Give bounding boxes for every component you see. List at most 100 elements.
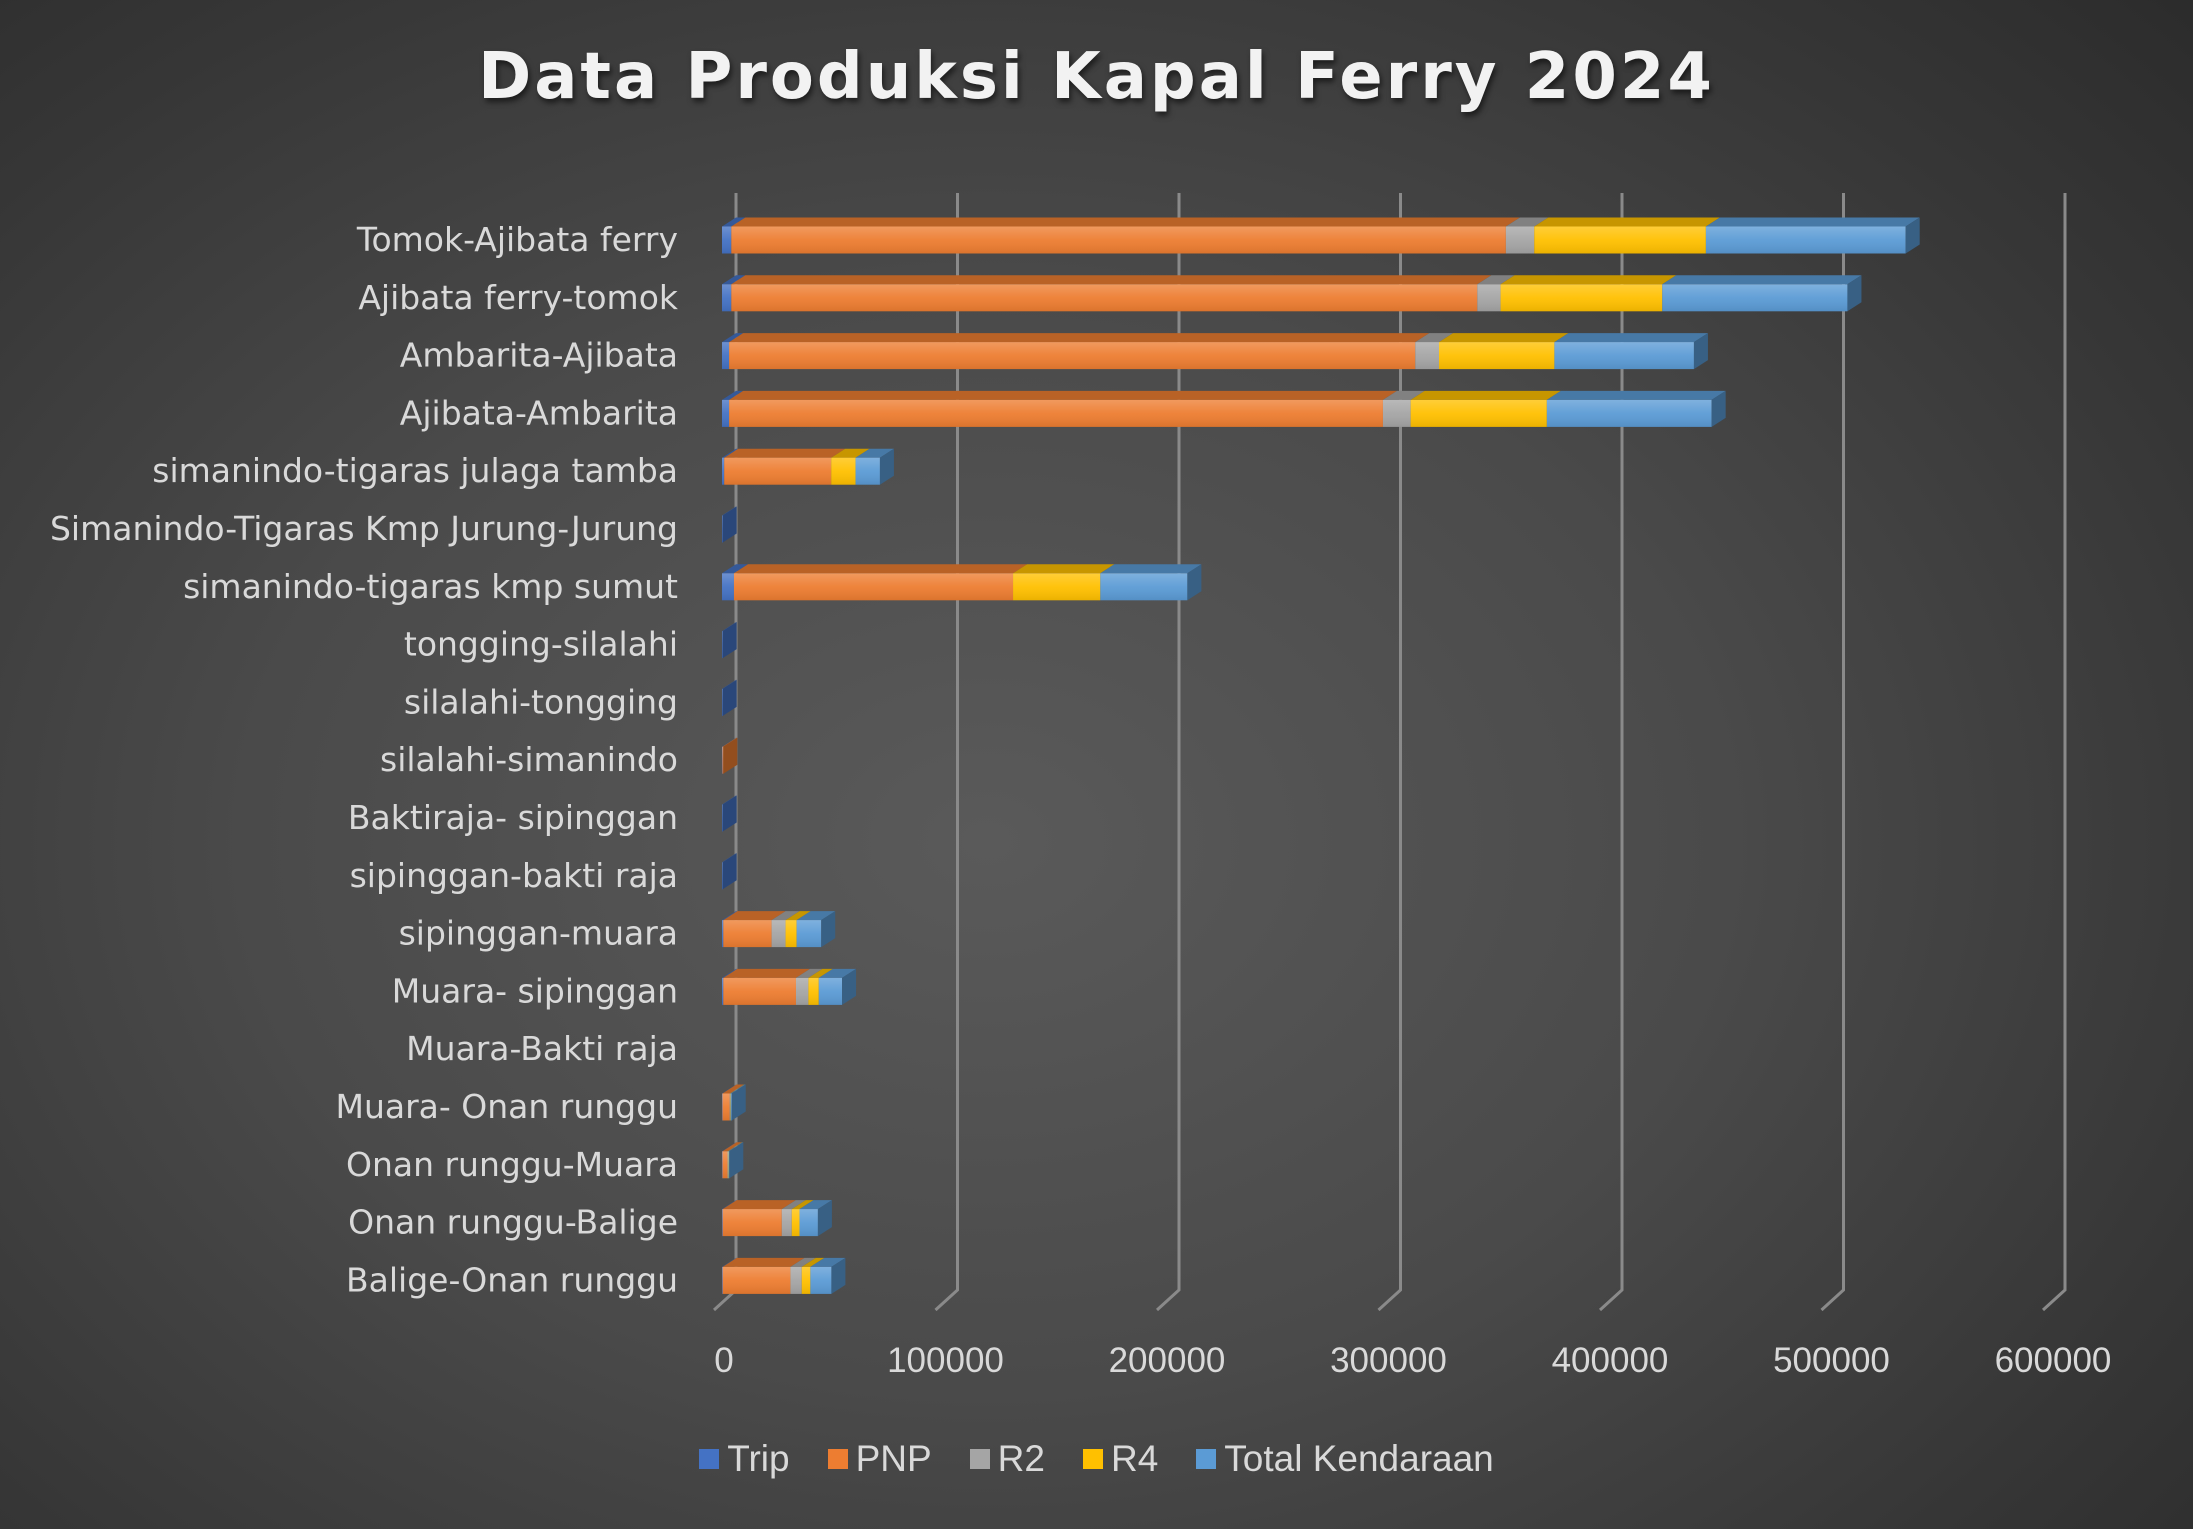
- bar-segment-gloss: [724, 457, 832, 485]
- bar-segment-gloss: [790, 1266, 802, 1294]
- bar-segment-gloss: [799, 1209, 818, 1237]
- bar-side-face: [722, 622, 737, 659]
- bar-group: [722, 275, 1862, 312]
- bar-segment-gloss: [1546, 399, 1712, 427]
- bar-segment-gloss: [722, 1209, 782, 1237]
- bar-segment-top: [1410, 390, 1561, 400]
- bar-group: [722, 333, 1708, 370]
- bar-segment-gloss: [771, 920, 786, 948]
- bar-segment-gloss: [1382, 399, 1411, 427]
- bar-segment-top: [722, 1142, 742, 1152]
- x-tick-label: 400000: [1552, 1341, 1669, 1380]
- category-label: Muara-Bakti raja: [406, 1029, 678, 1068]
- bar-segment-gloss: [722, 573, 734, 601]
- bar-side-face: [842, 968, 857, 1005]
- bar-segment-top: [729, 333, 1430, 343]
- bar-segment-top: [1382, 390, 1425, 400]
- bar-segment-top: [1662, 275, 1862, 285]
- legend-item[interactable]: Trip: [699, 1438, 790, 1480]
- category-label: silalahi-tongging: [404, 682, 678, 721]
- bar-segment-gloss: [1477, 284, 1501, 312]
- bar-segment-top: [810, 1257, 846, 1267]
- bar-side-face: [817, 1200, 832, 1237]
- bar-segment-top: [731, 275, 1492, 285]
- legend-item[interactable]: R4: [1082, 1438, 1159, 1480]
- bar-segment-gloss: [791, 1209, 800, 1237]
- bar-segment-gloss: [722, 746, 724, 774]
- bar-segment-top: [722, 390, 744, 400]
- bar-segment-gloss: [722, 1209, 723, 1237]
- bar-segment-gloss: [1500, 284, 1663, 312]
- bar-segment-top: [722, 795, 737, 805]
- bar-group: [722, 217, 1920, 254]
- category-label: Ambarita-Ajibata: [400, 336, 678, 375]
- bar-side-face: [1905, 217, 1920, 254]
- legend-item[interactable]: PNP: [827, 1438, 932, 1480]
- gridlines: [712, 193, 2067, 1312]
- bar-side-face: [1187, 564, 1202, 601]
- bar-segment-top: [722, 217, 746, 227]
- bar-group: [722, 968, 857, 1005]
- x-tick-label: 300000: [1330, 1341, 1447, 1380]
- bar-group: [722, 795, 737, 832]
- bar-side-face: [831, 1257, 846, 1294]
- bar-group: [722, 1257, 846, 1294]
- bar-segment-gloss: [818, 977, 843, 1005]
- bar-segment-gloss: [1100, 573, 1188, 601]
- legend-label: R4: [1110, 1438, 1159, 1479]
- bar-segment-top: [727, 1142, 742, 1152]
- bar-segment-top: [731, 217, 1520, 227]
- x-tick-label: 100000: [887, 1341, 1004, 1380]
- category-label: Simanindo-Tigaras Kmp Jurung-Jurung: [50, 509, 678, 548]
- category-label: sipinggan-bakti raja: [350, 856, 678, 895]
- bar-segment-top: [722, 1084, 744, 1094]
- bar-segment-gloss: [722, 1266, 791, 1294]
- gridline: [934, 193, 959, 1312]
- bar-side-face: [729, 1142, 744, 1179]
- category-label: Baktiraja- sipinggan: [348, 798, 678, 837]
- legend-swatch: [1082, 1449, 1103, 1469]
- bar-segment-top: [722, 968, 738, 978]
- gridline: [1598, 193, 1624, 1312]
- bar-segment-gloss: [722, 399, 730, 427]
- x-tick-label: 200000: [1109, 1341, 1226, 1380]
- bar-side-face: [722, 679, 737, 716]
- x-axis-tick-labels: 0 100000 200000 300000 400000 500000 600000: [714, 1341, 2111, 1380]
- legend-label: Total Kendaraan: [1224, 1438, 1494, 1479]
- bar-segment-top: [1546, 390, 1726, 400]
- legend-item[interactable]: R2: [969, 1438, 1045, 1480]
- bar-segment-gloss: [731, 284, 1478, 312]
- bar-segment-gloss: [1415, 342, 1439, 370]
- bar-side-face: [879, 448, 894, 485]
- bar-segment-top: [722, 275, 746, 285]
- bar-segment-gloss: [722, 457, 725, 485]
- legend-label: Trip: [727, 1438, 790, 1479]
- category-label: Muara- sipinggan: [392, 971, 678, 1010]
- category-label: simanindo-tigaras julaga tamba: [152, 451, 678, 490]
- category-label: Onan runggu-Balige: [348, 1203, 678, 1242]
- bar-segment-top: [722, 506, 737, 516]
- bar-group: [722, 853, 737, 890]
- bar-segment-gloss: [785, 920, 797, 948]
- bar-segment-gloss: [722, 1266, 723, 1294]
- bar-segment-top: [781, 1200, 806, 1210]
- bar-group: [722, 448, 894, 485]
- x-tick-label: 600000: [1995, 1341, 2112, 1380]
- legend-item[interactable]: Total Kendaraan: [1196, 1438, 1494, 1480]
- category-labels: Tomok-Ajibata ferry Ajibata ferry-tomok Am…: [50, 220, 679, 1299]
- bar-group: [722, 911, 836, 948]
- bar-side-face: [723, 737, 738, 774]
- bar-segment-top: [722, 1257, 737, 1267]
- bar-segment-top: [808, 968, 833, 978]
- bar-side-face: [722, 506, 737, 543]
- legend-swatch: [969, 1449, 990, 1469]
- bar-group: [722, 1200, 832, 1237]
- bar-segment-top: [1500, 275, 1677, 285]
- bar-segment-top: [729, 390, 1397, 400]
- bar-segment-top: [795, 968, 823, 978]
- bar-segment-top: [1534, 217, 1720, 227]
- bar-segment-gloss: [722, 284, 732, 312]
- bar-segment-top: [722, 622, 737, 632]
- bar-segment-top: [801, 1257, 825, 1267]
- bar-segment-gloss: [722, 342, 730, 370]
